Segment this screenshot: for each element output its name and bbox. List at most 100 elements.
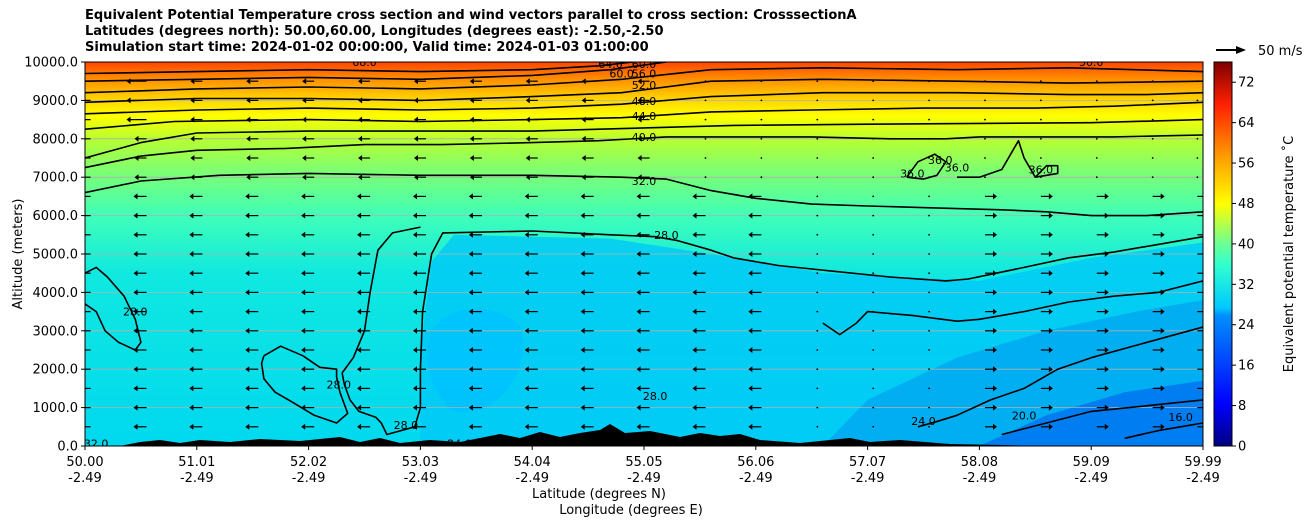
wind-arrow: [246, 174, 259, 181]
wind-arrow: [133, 212, 147, 219]
wind-arrow: [1040, 385, 1053, 392]
wind-arrow: [580, 193, 594, 200]
y-axis: 0.0 1000.0 2000.0 3000.0 4000.0 5000.0 6000.0 7…: [24, 56, 85, 455]
wind-arrow: [748, 423, 762, 430]
wind-arrow: [1040, 308, 1053, 315]
terrain-silhouette: [85, 424, 1203, 446]
wind-arrow: [1152, 347, 1165, 353]
wind-arrow: [872, 329, 875, 332]
wind-arrow: [637, 97, 650, 104]
contour-label: 52.0: [632, 79, 657, 92]
y-tick-label: 6000.0: [33, 209, 79, 224]
wind-arrow: [358, 174, 371, 181]
wind-arrow: [358, 135, 371, 142]
wind-arrow: [246, 155, 259, 161]
wind-arrow: [984, 80, 986, 83]
wind-arrow: [524, 327, 538, 334]
x-tick-label-lat: 51.01: [178, 455, 215, 470]
x-tick-label-lon: -2.49: [515, 471, 549, 486]
wind-arrow: [525, 135, 538, 142]
wind-arrow: [760, 176, 763, 179]
wind-arrow: [692, 270, 706, 277]
contour-label: 32.0: [84, 438, 109, 451]
wind-arrow: [357, 423, 371, 430]
wind-arrow: [692, 385, 706, 392]
y-tick-label: 9000.0: [33, 94, 79, 109]
wind-arrow: [413, 78, 426, 85]
wind-arrow: [1151, 157, 1154, 159]
wind-arrow: [984, 423, 997, 430]
contour-line: [85, 78, 1203, 104]
wind-arrow: [928, 368, 930, 371]
wind-arrow: [412, 385, 426, 392]
wind-arrow: [928, 137, 930, 140]
contour-label: 24.0: [911, 415, 936, 428]
wind-arrow: [469, 135, 482, 142]
wind-arrow: [189, 385, 203, 392]
wind-arrow: [1197, 311, 1203, 313]
wind-arrow: [704, 157, 707, 159]
wind-arrow: [85, 330, 91, 332]
wind-arrow: [358, 78, 371, 85]
wind-arrow: [1196, 99, 1199, 102]
wind-arrow: [246, 78, 259, 85]
wind-arrow: [301, 289, 315, 296]
y-tick-label: 2000.0: [33, 363, 79, 378]
wind-arrow: [190, 174, 203, 181]
wind-arrow: [413, 174, 426, 181]
y-tick-label: 1000.0: [33, 401, 79, 416]
x-tick-label-lat: 58.08: [961, 455, 998, 470]
wind-arrow: [468, 193, 482, 200]
wind-arrow: [301, 308, 315, 315]
wind-arrow: [85, 80, 91, 82]
wind-arrow: [245, 193, 259, 200]
wind-arrow: [133, 231, 147, 238]
wind-arrow: [984, 118, 986, 121]
contour-line: [85, 134, 1203, 169]
wind-arrow: [358, 155, 371, 161]
wind-arrow: [468, 308, 482, 315]
wind-arrow: [468, 347, 482, 353]
wind-arrow: [134, 174, 147, 181]
wind-arrow: [358, 116, 371, 123]
colorbar-tick-label: 32: [1238, 278, 1255, 293]
wind-arrow: [872, 406, 875, 409]
wind-arrow: [245, 366, 259, 373]
wind-arrow: [580, 327, 594, 334]
wind-arrow: [1096, 193, 1109, 200]
contour-line: [85, 67, 1203, 94]
wind-arrow: [301, 366, 315, 373]
wind-arrow: [580, 270, 594, 277]
wind-arrow: [524, 385, 538, 392]
wind-arrow: [1096, 423, 1109, 430]
wind-arrow: [412, 404, 426, 411]
contour-label: 32.0: [632, 175, 657, 188]
wind-arrow: [760, 118, 763, 121]
wind-arrow: [636, 212, 650, 219]
wind-arrow: [748, 308, 762, 315]
wind-arrow: [357, 231, 371, 238]
wind-arrow: [357, 347, 371, 353]
wind-arrow: [636, 231, 650, 238]
wind-arrow: [524, 212, 538, 219]
wind-arrow: [133, 308, 147, 315]
wind-arrow: [245, 289, 259, 296]
wind-arrow: [692, 193, 706, 200]
wind-arrow: [133, 251, 147, 257]
wind-arrow: [469, 78, 482, 85]
x-tick-label-lat: 55.05: [625, 455, 662, 470]
wind-arrow: [637, 155, 650, 161]
wind-arrow: [525, 155, 538, 161]
wind-arrow: [984, 176, 986, 179]
wind-arrow: [134, 155, 147, 161]
wind-arrow: [189, 212, 203, 219]
wind-arrow: [469, 116, 482, 123]
contour-label: 28.0: [394, 419, 419, 432]
wind-arrow: [1197, 215, 1203, 217]
contour-label: 36.0: [900, 167, 925, 180]
wind-arrow: [524, 251, 538, 257]
wind-arrow: [872, 80, 875, 83]
x-tick-label-lat: 57.07: [849, 455, 886, 470]
wind-arrow: [468, 423, 482, 430]
wind-arrow: [748, 193, 762, 200]
